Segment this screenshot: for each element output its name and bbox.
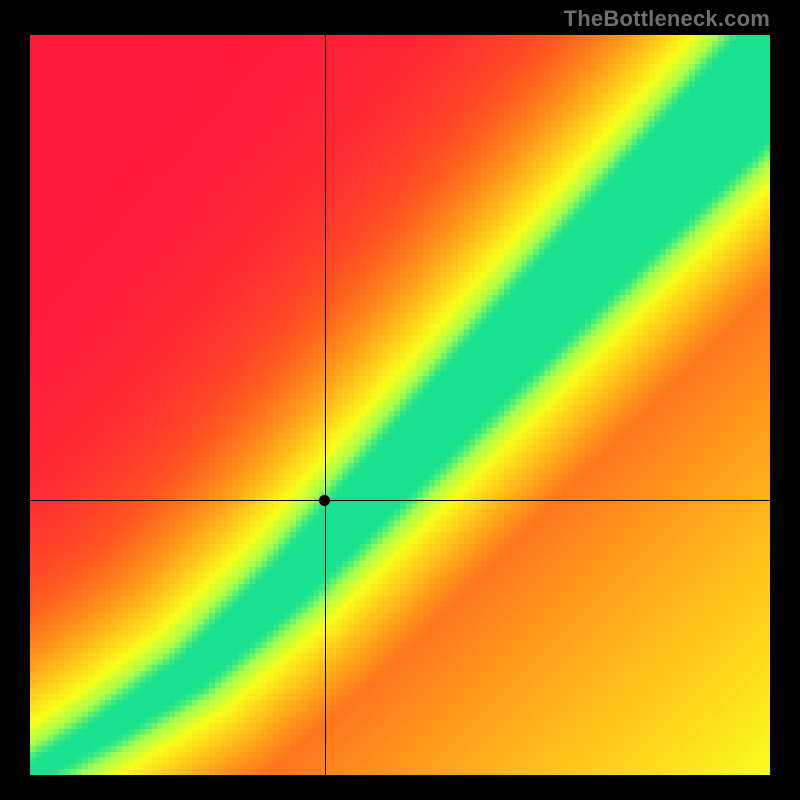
watermark-text: TheBottleneck.com: [564, 6, 770, 32]
crosshair-horizontal: [30, 500, 770, 501]
data-point-marker: [319, 495, 330, 506]
heatmap-canvas: [30, 35, 770, 775]
crosshair-vertical: [325, 35, 326, 775]
heatmap-plot: [30, 35, 770, 775]
chart-container: TheBottleneck.com: [0, 0, 800, 800]
